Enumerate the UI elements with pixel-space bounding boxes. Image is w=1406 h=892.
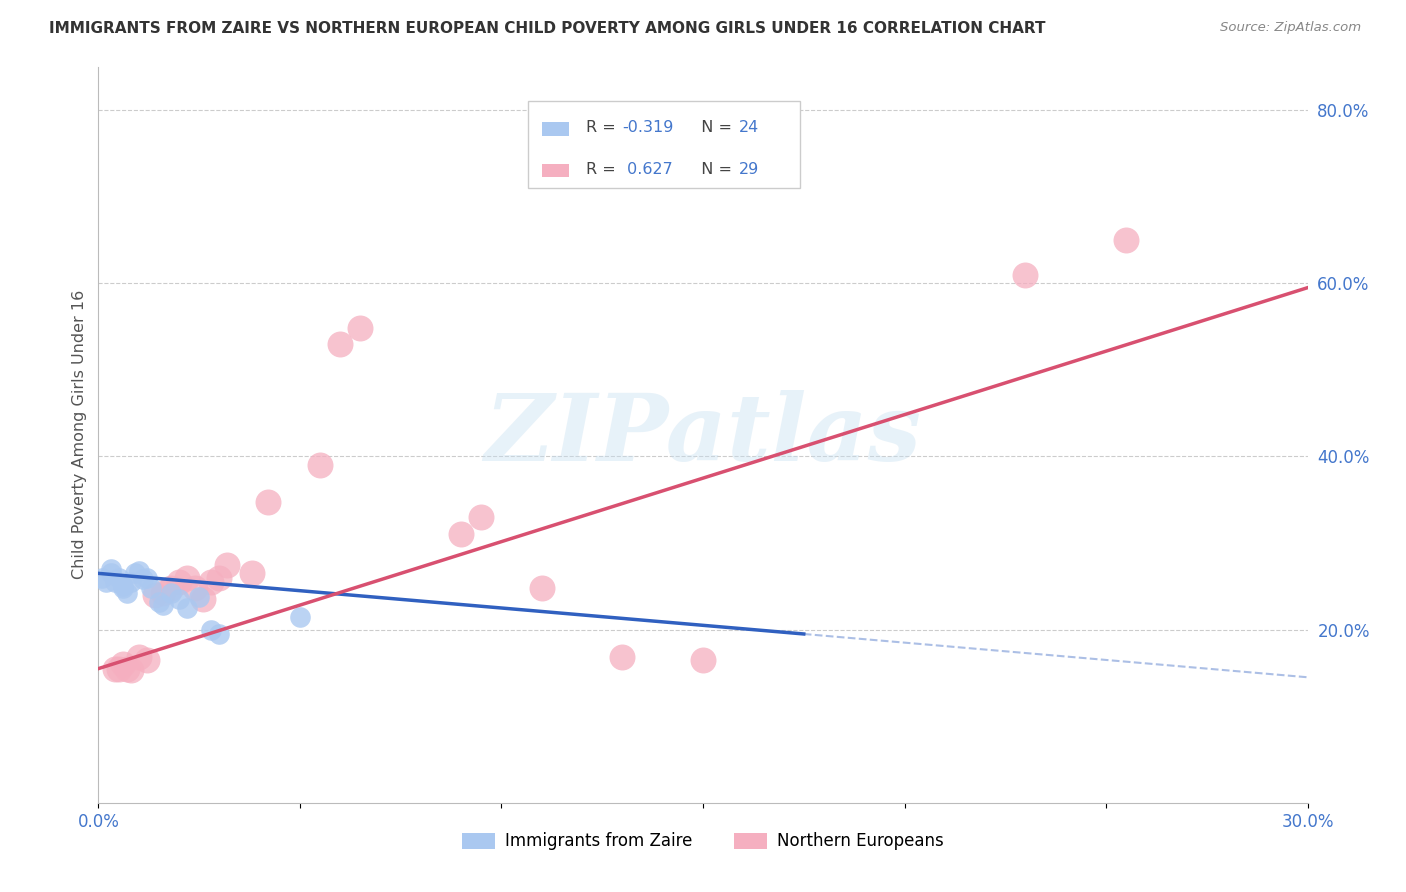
Y-axis label: Child Poverty Among Girls Under 16: Child Poverty Among Girls Under 16 [72, 290, 87, 580]
Point [612, 650, 634, 665]
Point [1115, 233, 1137, 247]
Point [115, 586, 138, 600]
Point [530, 581, 553, 595]
FancyBboxPatch shape [543, 163, 569, 178]
Point [470, 510, 492, 524]
Point [148, 595, 170, 609]
Point [100, 562, 122, 576]
Point [128, 564, 150, 578]
Point [349, 321, 371, 335]
Point [100, 566, 122, 581]
Point [103, 574, 125, 589]
Point [152, 586, 174, 600]
Point [188, 590, 211, 604]
Point [184, 581, 207, 595]
Text: -0.319: -0.319 [621, 120, 673, 135]
Point [124, 566, 146, 581]
Point [256, 494, 278, 508]
Point [208, 571, 231, 585]
Point [160, 586, 183, 600]
Point [111, 579, 134, 593]
Point [450, 527, 472, 541]
Text: Source: ZipAtlas.com: Source: ZipAtlas.com [1220, 21, 1361, 34]
Point [200, 623, 222, 637]
FancyBboxPatch shape [527, 102, 800, 188]
Point [208, 627, 231, 641]
Point [103, 662, 125, 676]
Text: 24: 24 [740, 120, 759, 135]
Point [128, 650, 150, 665]
Legend: Immigrants from Zaire, Northern Europeans: Immigrants from Zaire, Northern European… [456, 826, 950, 857]
Point [139, 581, 162, 595]
Text: 0.627: 0.627 [621, 161, 672, 177]
Point [167, 574, 190, 589]
Text: IMMIGRANTS FROM ZAIRE VS NORTHERN EUROPEAN CHILD POVERTY AMONG GIRLS UNDER 16 CO: IMMIGRANTS FROM ZAIRE VS NORTHERN EUROPE… [49, 21, 1046, 36]
Point [152, 599, 174, 613]
FancyBboxPatch shape [543, 122, 569, 136]
Point [107, 662, 129, 676]
Point [309, 458, 332, 472]
Point [329, 337, 352, 351]
Text: R =: R = [586, 120, 620, 135]
Point [135, 653, 157, 667]
Text: N =: N = [690, 120, 737, 135]
Point [200, 574, 222, 589]
Point [167, 592, 190, 607]
Point [1014, 268, 1036, 282]
Point [135, 571, 157, 585]
Point [288, 609, 311, 624]
Point [692, 653, 714, 667]
Text: N =: N = [690, 161, 737, 177]
Point [120, 664, 142, 678]
Text: ZIPatlas: ZIPatlas [485, 390, 921, 480]
Point [107, 571, 129, 585]
Point [111, 657, 134, 672]
Point [160, 581, 183, 595]
Point [96, 574, 118, 589]
Point [143, 588, 166, 602]
Point [176, 601, 198, 615]
Point [240, 566, 263, 581]
Point [217, 558, 239, 572]
Point [132, 573, 155, 587]
Text: 29: 29 [740, 161, 759, 177]
Point [91, 571, 114, 585]
Point [111, 581, 134, 595]
Text: R =: R = [586, 161, 620, 177]
Point [176, 571, 198, 585]
Point [193, 592, 215, 607]
Point [120, 574, 142, 589]
Point [115, 662, 138, 676]
